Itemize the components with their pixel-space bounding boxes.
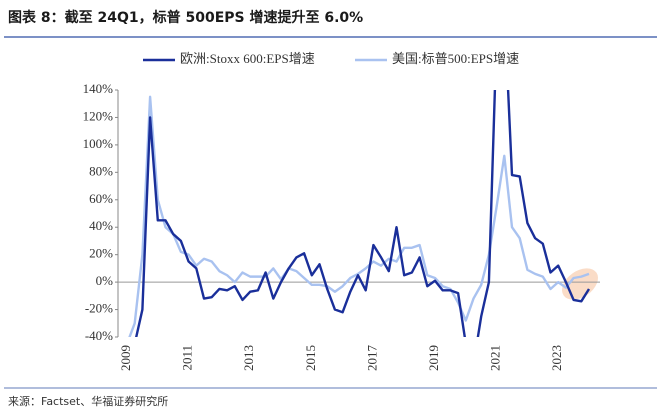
y-tick-label: 100% <box>83 136 114 151</box>
y-tick-label: 80% <box>89 163 113 178</box>
series-line <box>128 95 590 337</box>
series-line <box>135 90 591 337</box>
y-tick-label: -20% <box>85 301 113 316</box>
legend-label: 美国:标普500:EPS增速 <box>392 51 519 66</box>
legend-label: 欧洲:Stoxx 600:EPS增速 <box>180 51 315 66</box>
x-tick-label: 2015 <box>303 345 318 371</box>
y-tick-label: 60% <box>89 191 113 206</box>
y-tick-label: 140% <box>83 81 114 96</box>
source: 来源：Factset、华福证券研究所 <box>8 394 168 408</box>
x-tick-label: 2013 <box>241 345 256 371</box>
x-tick-label: 2011 <box>180 345 195 371</box>
y-tick-label: 20% <box>89 246 113 261</box>
y-tick-label: 120% <box>83 108 114 123</box>
x-tick-label: 2023 <box>549 345 564 371</box>
highlight <box>561 268 599 300</box>
x-tick-label: 2021 <box>488 345 503 371</box>
y-tick-label: 40% <box>89 218 113 233</box>
plot <box>128 90 591 337</box>
y-tick-label: -40% <box>85 328 113 343</box>
x-tick-label: 2017 <box>364 345 379 372</box>
chart-title: 图表 8：截至 24Q1，标普 500EPS 增速提升至 6.0% <box>8 9 363 26</box>
x-tick-label: 2019 <box>426 345 441 371</box>
y-tick-label: 0% <box>96 273 114 288</box>
x-tick-label: 2009 <box>118 345 133 371</box>
